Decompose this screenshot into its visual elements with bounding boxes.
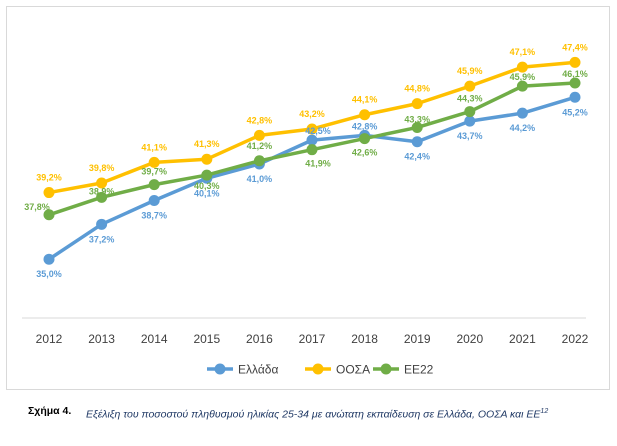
data-label: 42,8%	[352, 121, 378, 131]
data-label: 47,1%	[510, 47, 536, 57]
data-label: 41,3%	[194, 139, 220, 149]
data-label: 41,0%	[247, 174, 273, 184]
data-point	[411, 136, 423, 148]
x-tick-label: 2013	[88, 332, 115, 346]
data-point	[464, 115, 476, 127]
data-point	[516, 80, 528, 92]
caption-superscript: 12	[540, 408, 549, 415]
data-label: 42,8%	[247, 115, 273, 125]
data-label: 43,7%	[457, 131, 483, 141]
data-label: 45,9%	[510, 72, 536, 82]
data-label: 38,9%	[89, 186, 115, 196]
data-label: 39,2%	[36, 173, 62, 183]
data-label: 37,8%	[24, 202, 50, 212]
data-label: 45,9%	[457, 66, 483, 76]
data-label: 40,3%	[194, 181, 220, 191]
data-label: 35,0%	[36, 269, 62, 279]
x-tick-label: 2018	[351, 332, 378, 346]
data-point	[253, 129, 265, 141]
data-label: 39,7%	[141, 167, 167, 177]
data-point	[43, 253, 55, 265]
data-label: 42,5%	[305, 126, 331, 136]
data-point	[411, 98, 423, 110]
data-label: 40,1%	[194, 188, 220, 198]
data-label: 44,2%	[510, 123, 536, 133]
x-tick-label: 2020	[456, 332, 483, 346]
x-tick-label: 2022	[562, 332, 589, 346]
data-point	[253, 155, 265, 167]
data-point	[96, 177, 108, 189]
data-point	[148, 179, 160, 191]
data-point	[569, 56, 581, 68]
x-tick-label: 2016	[246, 332, 273, 346]
data-point	[96, 191, 108, 203]
data-point	[96, 218, 108, 230]
legend-marker	[312, 363, 324, 375]
x-tick-label: 2021	[509, 332, 536, 346]
data-point	[201, 169, 213, 181]
data-label: 37,2%	[89, 234, 115, 244]
data-label: 42,6%	[352, 148, 378, 158]
x-tick-label: 2014	[141, 332, 168, 346]
data-label: 43,2%	[299, 109, 325, 119]
x-tick-label: 2012	[36, 332, 63, 346]
data-label: 47,4%	[562, 42, 588, 52]
caption-label: Σχήμα 4.	[28, 405, 72, 417]
data-point	[306, 144, 318, 156]
x-tick-label: 2017	[299, 332, 326, 346]
data-label: 45,2%	[562, 107, 588, 117]
x-tick-label: 2019	[404, 332, 431, 346]
data-point	[569, 77, 581, 89]
data-label: 44,3%	[457, 94, 483, 104]
data-point	[148, 194, 160, 206]
data-point	[359, 133, 371, 145]
data-point	[148, 156, 160, 168]
data-point	[306, 134, 318, 146]
data-label: 39,8%	[89, 163, 115, 173]
caption-body: Εξέλιξη του ποσοστού πληθυσμού ηλικίας 2…	[86, 408, 541, 421]
x-tick-label: 2015	[193, 332, 220, 346]
caption-text: Εξέλιξη του ποσοστού πληθυσμού ηλικίας 2…	[86, 405, 596, 422]
data-label: 44,8%	[404, 84, 430, 94]
data-point	[569, 91, 581, 103]
data-label: 43,3%	[404, 114, 430, 124]
data-label: 42,4%	[404, 152, 430, 162]
legend-label: ΕΕ22	[404, 363, 434, 377]
data-point	[306, 123, 318, 135]
data-point	[43, 209, 55, 221]
data-point	[464, 80, 476, 92]
legend-label: Ελλάδα	[238, 363, 278, 377]
series-line-0	[47, 95, 577, 261]
legend-marker	[380, 363, 392, 375]
data-label: 46,1%	[562, 69, 588, 79]
data-label: 44,1%	[352, 95, 378, 105]
data-point	[43, 187, 55, 199]
data-point	[359, 109, 371, 121]
legend-label: ΟΟΣΑ	[336, 363, 370, 377]
data-label: 41,1%	[141, 142, 167, 152]
data-point	[411, 121, 423, 133]
data-point	[464, 106, 476, 118]
data-point	[516, 61, 528, 73]
legend-marker	[214, 363, 226, 375]
data-point	[516, 107, 528, 119]
data-point	[201, 153, 213, 165]
data-label: 41,2%	[247, 141, 273, 151]
data-label: 38,7%	[141, 210, 167, 220]
data-label: 41,9%	[305, 159, 331, 169]
